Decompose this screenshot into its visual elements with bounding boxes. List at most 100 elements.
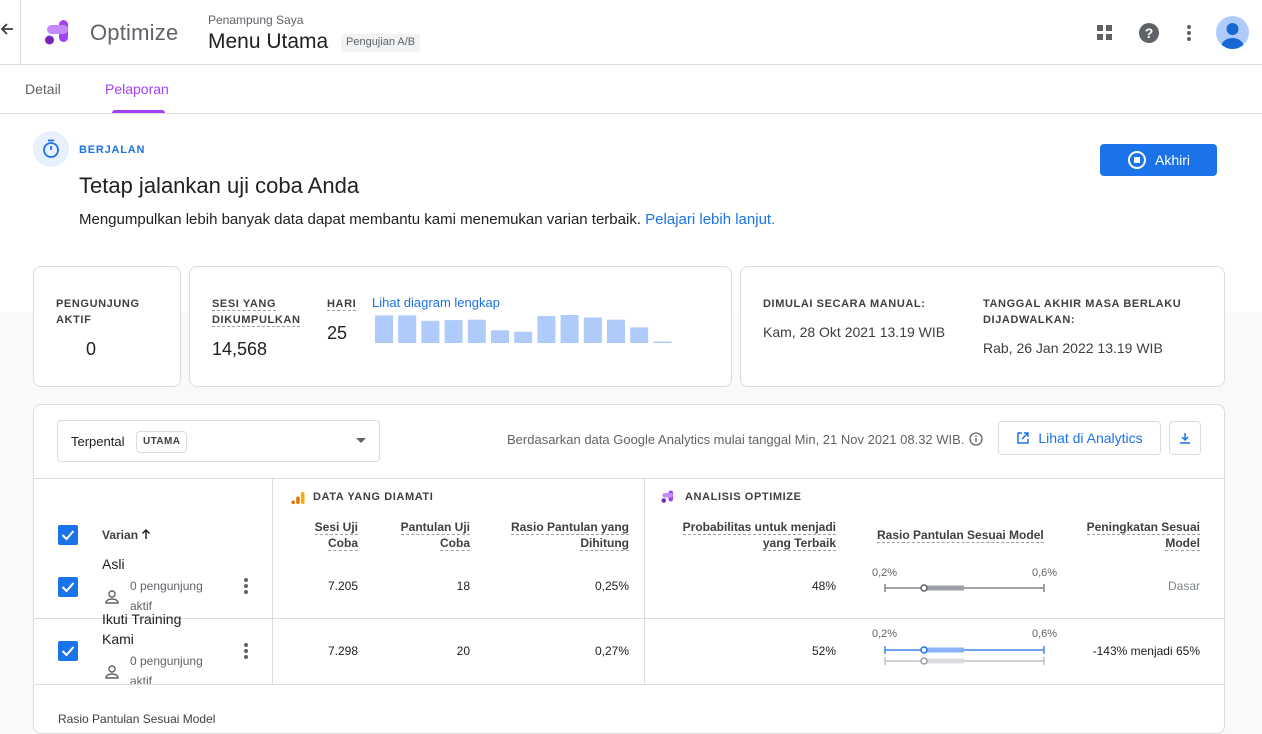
optimize-logo-icon	[661, 490, 673, 503]
probability-cell: 52%	[811, 644, 836, 658]
range-max-label: 0,6%	[1032, 628, 1058, 640]
sparkline-bar	[398, 315, 417, 343]
probability-cell: 48%	[811, 579, 836, 593]
optimize-logo-icon	[44, 20, 72, 46]
view-in-analytics-button[interactable]: Lihat di Analytics	[998, 421, 1161, 455]
days-label: HARI	[327, 296, 357, 312]
check-icon	[61, 582, 75, 593]
variant-name: Ikuti Training Kami	[102, 611, 182, 647]
bounces-column-header[interactable]: Pantulan Uji Coba	[400, 519, 470, 551]
tab-reporting[interactable]: Pelaporan	[105, 81, 169, 97]
objective-select[interactable]: Terpental UTAMA	[57, 420, 380, 462]
open-in-new-icon	[1017, 432, 1030, 444]
sessions-header-text: Sesi Uji Coba	[314, 520, 358, 551]
person-icon	[105, 665, 119, 679]
end-button-label: Akhiri	[1154, 152, 1190, 168]
data-source-note: Berdasarkan data Google Analytics mulai …	[507, 432, 965, 447]
back-arrow-icon[interactable]	[0, 22, 18, 44]
sparkline-bar	[560, 315, 579, 343]
improvement-cell: Dasar	[1167, 579, 1200, 593]
status-description-text: Mengumpulkan lebih banyak data dapat mem…	[79, 211, 641, 228]
svg-text:?: ?	[1145, 25, 1154, 41]
bounces-header-text: Pantulan Uji Coba	[400, 520, 470, 551]
started-label: DIMULAI SECARA MANUAL:	[763, 298, 926, 310]
variant-column-header[interactable]: Varian	[102, 527, 151, 543]
more-vert-icon[interactable]	[1177, 21, 1201, 45]
bounce-rate-column-header[interactable]: Rasio Pantulan yang Dihitung	[504, 519, 629, 551]
divider	[20, 0, 21, 65]
active-tab-indicator	[112, 110, 165, 113]
days-value: 25	[327, 323, 348, 343]
dates-card: DIMULAI SECARA MANUAL: Kam, 28 Okt 2021 …	[740, 266, 1225, 387]
end-date-label: TANGGAL AKHIR MASA BERLAKU DIJADWALKAN:	[983, 298, 1182, 326]
app-name: Optimize	[90, 20, 179, 45]
model-rate-header-text: Rasio Pantulan Sesuai Model	[877, 528, 1044, 543]
divider	[644, 478, 645, 684]
analytics-button-label: Lihat di Analytics	[1038, 430, 1143, 446]
started-value: Kam, 28 Okt 2021 13.19 WIB	[763, 324, 946, 340]
stop-icon	[1127, 151, 1146, 169]
primary-objective-tag: UTAMA	[136, 431, 188, 453]
variant-checkbox[interactable]	[58, 641, 78, 661]
sparkline-bar	[583, 317, 602, 343]
active-visitors-value: 0	[86, 339, 97, 359]
objective-select-label: Terpental	[71, 434, 125, 449]
bounces-cell: 18	[456, 579, 470, 593]
sessions-value: 14,568	[212, 339, 268, 359]
container-name[interactable]: Penampung Saya	[208, 13, 304, 27]
daily-sessions-sparkline[interactable]	[375, 314, 700, 344]
apps-grid-icon[interactable]	[1093, 21, 1117, 45]
sessions-column-header[interactable]: Sesi Uji Coba	[300, 519, 358, 551]
sessions-card: SESI YANG DIKUMPULKAN 14,568 HARI 25 Lih…	[189, 266, 732, 387]
range-max-label: 0,6%	[1032, 567, 1058, 579]
more-vert-icon[interactable]	[243, 642, 249, 660]
dropdown-arrow-icon	[356, 438, 366, 443]
model-rate-range-chart[interactable]	[882, 642, 1047, 668]
status-description: Mengumpulkan lebih banyak data dapat mem…	[79, 211, 775, 228]
model-rate-range-chart[interactable]	[882, 581, 1047, 595]
full-chart-link[interactable]: Lihat diagram lengkap	[372, 295, 500, 310]
active-visitors-card: PENGUNJUNG AKTIF 0	[33, 266, 181, 387]
optimize-analysis-title: ANALISIS OPTIMIZE	[685, 491, 802, 503]
check-icon	[61, 530, 75, 541]
sessions-label: SESI YANG DIKUMPULKAN	[212, 296, 322, 328]
divider	[34, 684, 1224, 685]
divider	[34, 618, 1224, 619]
days-label-text: HARI	[327, 298, 357, 311]
experiment-type-badge: Pengujian A/B	[341, 34, 421, 52]
improvement-column-header[interactable]: Peningkatan Sesuai Model	[1074, 519, 1200, 551]
person-icon	[105, 590, 119, 604]
status-label: BERJALAN	[79, 144, 146, 156]
sparkline-bar	[375, 315, 393, 343]
model-rate-column-header[interactable]: Rasio Pantulan Sesuai Model	[877, 527, 1044, 543]
sessions-cell: 7.205	[327, 579, 358, 593]
status-title: Tetap jalankan uji coba Anda	[79, 173, 360, 198]
experiment-name: Menu Utama	[208, 30, 329, 53]
tab-detail[interactable]: Detail	[25, 81, 61, 97]
learn-more-link[interactable]: Pelajari lebih lanjut.	[645, 211, 776, 228]
select-all-checkbox[interactable]	[58, 525, 78, 545]
range-min-label: 0,2%	[872, 628, 898, 640]
sessions-cell: 7.298	[327, 644, 358, 658]
download-button[interactable]	[1169, 421, 1201, 455]
info-icon[interactable]	[969, 432, 983, 446]
improvement-header-text: Peningkatan Sesuai Model	[1086, 520, 1200, 551]
end-experiment-button[interactable]: Akhiri	[1100, 144, 1217, 176]
variant-checkbox[interactable]	[58, 577, 78, 597]
variant-name: Asli	[102, 556, 125, 572]
sparkline-bar	[421, 320, 440, 343]
sparkline-bar	[444, 320, 463, 343]
help-icon[interactable]: ?	[1137, 21, 1161, 45]
sparkline-bar	[630, 327, 649, 343]
end-date-value: Rab, 26 Jan 2022 13.19 WIB	[983, 340, 1163, 356]
range-min-label: 0,2%	[872, 567, 898, 579]
sparkline-bar	[491, 330, 509, 343]
timer-icon	[33, 131, 69, 167]
probability-column-header[interactable]: Probabilitas untuk menjadi yang Terbaik	[656, 519, 836, 551]
sparkline-bar	[537, 316, 556, 343]
account-avatar[interactable]	[1216, 16, 1249, 49]
more-vert-icon[interactable]	[243, 577, 249, 595]
tab-bar: Detail Pelaporan	[0, 65, 1262, 114]
bounce-rate-cell: 0,27%	[594, 644, 629, 658]
sparkline-bar	[607, 319, 625, 343]
